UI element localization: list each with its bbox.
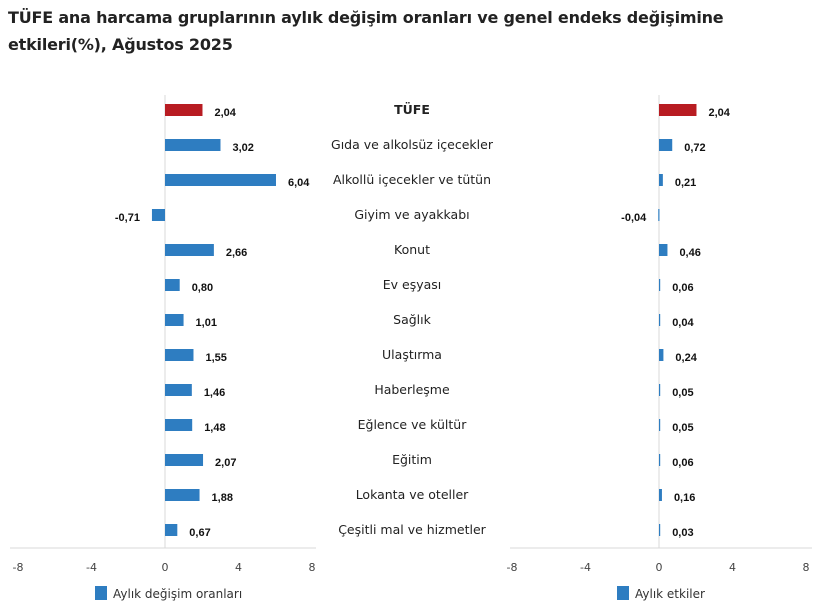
category-label: Çeşitli mal ve hizmetler <box>338 522 486 537</box>
bar <box>659 489 662 501</box>
x-tick-label: -8 <box>13 561 24 574</box>
bar <box>165 384 192 396</box>
category-label: Ulaştırma <box>382 347 442 362</box>
bar <box>659 139 673 151</box>
data-label: 6,04 <box>288 177 310 189</box>
bar <box>659 384 661 396</box>
legend-swatch <box>617 586 629 600</box>
data-label: -0,04 <box>621 212 647 224</box>
data-label: 0,03 <box>672 527 693 539</box>
bar <box>659 244 668 256</box>
x-tick-label: -8 <box>507 561 518 574</box>
data-label: 0,80 <box>192 282 213 294</box>
legend-swatch <box>95 586 107 600</box>
category-label: Sağlık <box>393 312 431 327</box>
data-label: 0,72 <box>684 142 705 154</box>
bar <box>659 524 661 536</box>
data-label: 2,04 <box>214 107 236 119</box>
x-tick-label: -4 <box>580 561 591 574</box>
chart-title: TÜFE ana harcama gruplarının aylık değiş… <box>8 8 724 54</box>
bar <box>659 104 697 116</box>
data-label: 3,02 <box>232 142 253 154</box>
bar <box>659 174 663 186</box>
category-label: Alkollü içecekler ve tütün <box>333 172 491 187</box>
category-label: Eğlence ve kültür <box>358 417 468 432</box>
x-tick-label: 0 <box>656 561 663 574</box>
category-label: Eğitim <box>392 452 432 467</box>
bar <box>658 209 660 221</box>
data-label: 1,01 <box>196 317 217 329</box>
bar <box>659 314 661 326</box>
bar <box>165 419 193 431</box>
data-label: 2,07 <box>215 457 236 469</box>
x-tick-label: 4 <box>235 561 242 574</box>
data-label: 2,66 <box>226 247 247 259</box>
bar <box>165 174 276 186</box>
legend-label: Aylık etkiler <box>635 587 705 601</box>
data-label: 0,24 <box>675 352 697 364</box>
category-label: Ev eşyası <box>383 277 442 292</box>
bar <box>151 209 165 221</box>
x-tick-label: 0 <box>162 561 169 574</box>
x-tick-label: 4 <box>729 561 736 574</box>
data-label: 1,88 <box>212 492 233 504</box>
data-label: 0,06 <box>672 282 693 294</box>
category-label: TÜFE <box>394 102 430 117</box>
data-label: 1,55 <box>205 352 226 364</box>
category-label: Haberleşme <box>374 382 450 397</box>
category-label: Lokanta ve oteller <box>356 487 469 502</box>
data-label: 0,67 <box>189 527 210 539</box>
bar <box>659 279 661 291</box>
data-label: 0,04 <box>672 317 694 329</box>
data-label: 2,04 <box>708 107 730 119</box>
bar <box>165 524 178 536</box>
bar <box>659 349 664 361</box>
data-label: 0,46 <box>679 247 700 259</box>
data-label: 0,06 <box>672 457 693 469</box>
data-label: 0,16 <box>674 492 695 504</box>
bar <box>165 349 194 361</box>
bar <box>165 314 184 326</box>
category-label: Giyim ve ayakkabı <box>354 207 469 222</box>
bar <box>165 489 200 501</box>
x-tick-label: -4 <box>86 561 97 574</box>
x-tick-label: 8 <box>803 561 810 574</box>
category-label: Konut <box>394 242 430 257</box>
data-label: 1,46 <box>204 387 225 399</box>
bar <box>165 454 204 466</box>
data-label: 0,05 <box>672 422 693 434</box>
bar <box>659 419 661 431</box>
bar <box>165 139 221 151</box>
category-label: Gıda ve alkolsüz içecekler <box>331 137 494 152</box>
data-label: 0,21 <box>675 177 696 189</box>
bar <box>659 454 661 466</box>
data-label: -0,71 <box>115 212 140 224</box>
data-label: 0,05 <box>672 387 693 399</box>
bar <box>165 244 214 256</box>
legend-label: Aylık değişim oranları <box>113 587 242 601</box>
bar <box>165 104 203 116</box>
data-label: 1,48 <box>204 422 225 434</box>
x-tick-label: 8 <box>309 561 316 574</box>
bar <box>165 279 180 291</box>
